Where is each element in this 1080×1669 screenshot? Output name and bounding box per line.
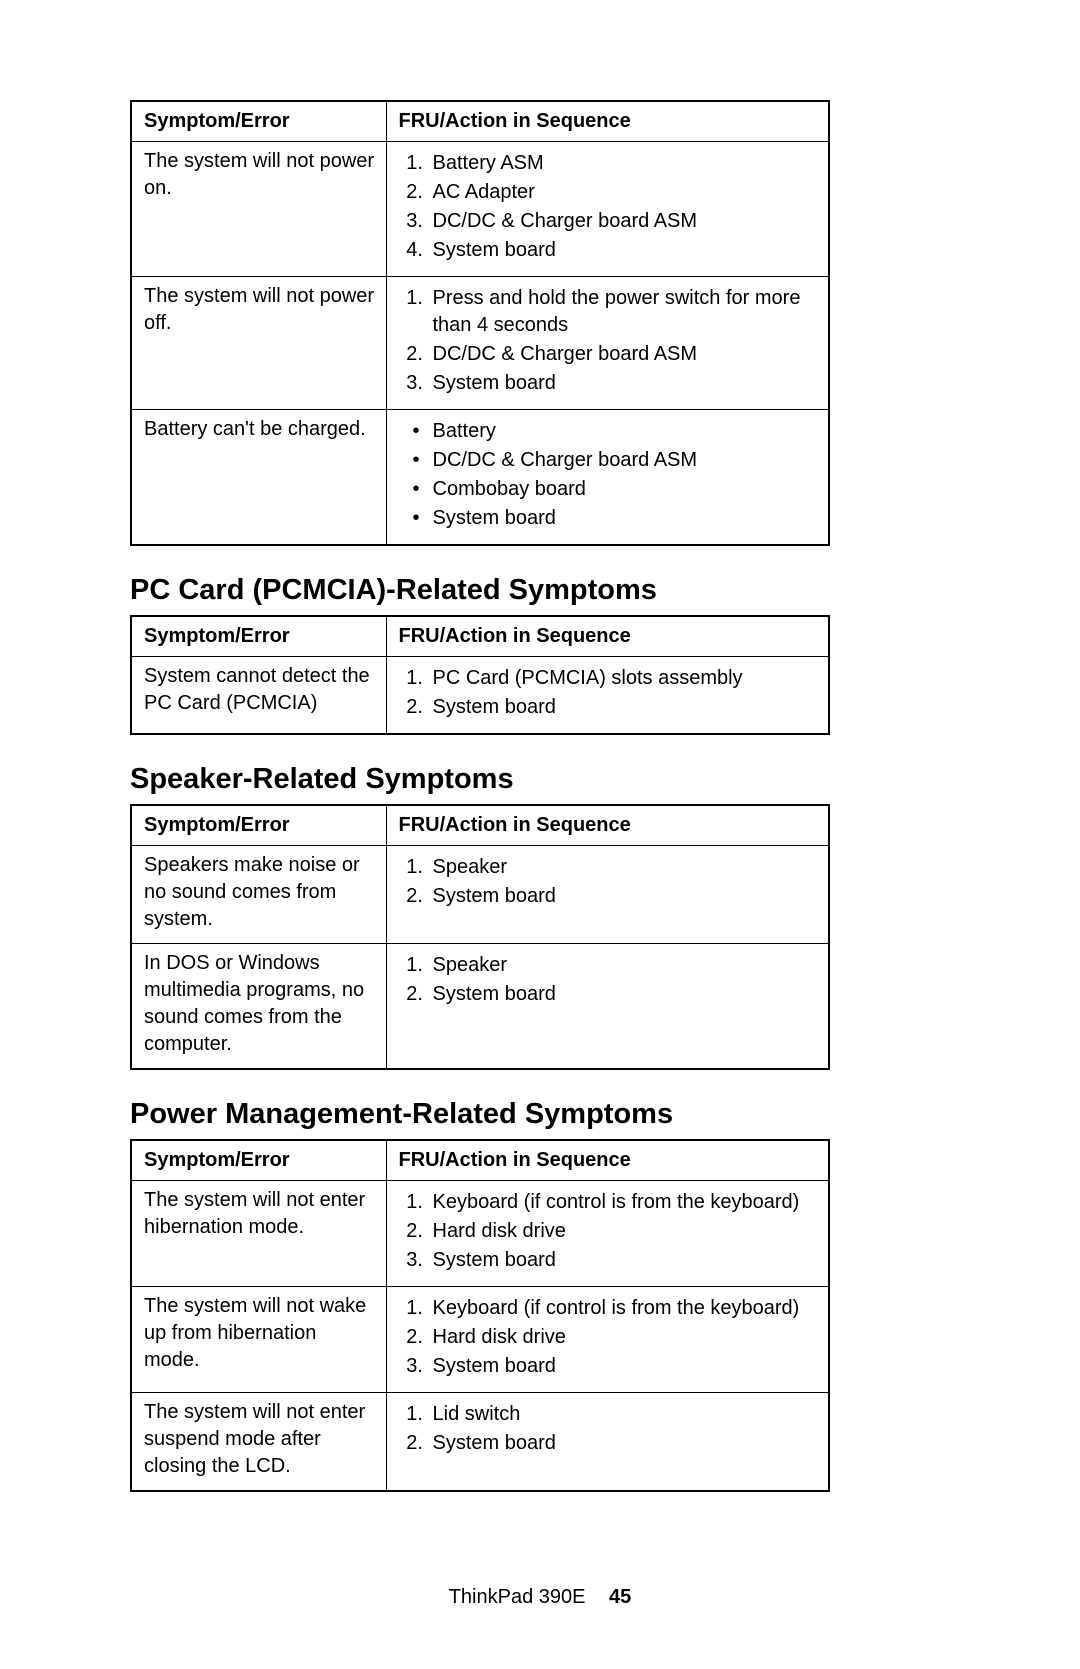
symptom-cell: The system will not enter hibernation mo… xyxy=(131,1181,386,1287)
table-header-action: FRU/Action in Sequence xyxy=(386,616,829,657)
action-item: Battery ASM xyxy=(429,150,819,177)
table-header-symptom: Symptom/Error xyxy=(131,805,386,846)
action-item: PC Card (PCMCIA) slots assembly xyxy=(429,665,819,692)
action-item: AC Adapter xyxy=(429,179,819,206)
footer-model: ThinkPad 390E xyxy=(449,1586,586,1608)
action-ordered-list: SpeakerSystem board xyxy=(399,854,819,910)
action-item: DC/DC & Charger board ASM xyxy=(429,208,819,235)
action-ordered-list: Keyboard (if control is from the keyboar… xyxy=(399,1295,819,1380)
action-cell: PC Card (PCMCIA) slots assemblySystem bo… xyxy=(386,657,829,735)
symptom-table: Symptom/ErrorFRU/Action in SequenceSyste… xyxy=(130,615,830,735)
table-row: The system will not wake up from hiberna… xyxy=(131,1287,829,1393)
table-header-symptom: Symptom/Error xyxy=(131,616,386,657)
symptom-table: Symptom/ErrorFRU/Action in SequenceThe s… xyxy=(130,1139,830,1492)
action-ordered-list: Battery ASMAC AdapterDC/DC & Charger boa… xyxy=(399,150,819,264)
table-row: System cannot detect the PC Card (PCMCIA… xyxy=(131,657,829,735)
symptom-table: Symptom/ErrorFRU/Action in SequenceSpeak… xyxy=(130,804,830,1070)
action-item: Hard disk drive xyxy=(429,1324,819,1351)
action-item: DC/DC & Charger board ASM xyxy=(421,447,819,474)
action-cell: Keyboard (if control is from the keyboar… xyxy=(386,1181,829,1287)
action-cell: BatteryDC/DC & Charger board ASMCombobay… xyxy=(386,410,829,546)
action-cell: SpeakerSystem board xyxy=(386,944,829,1070)
table-row: Battery can't be charged.BatteryDC/DC & … xyxy=(131,410,829,546)
table-header-action: FRU/Action in Sequence xyxy=(386,805,829,846)
symptom-cell: The system will not wake up from hiberna… xyxy=(131,1287,386,1393)
section-heading: Speaker-Related Symptoms xyxy=(130,763,950,796)
symptom-cell: The system will not enter suspend mode a… xyxy=(131,1393,386,1492)
action-item: Keyboard (if control is from the keyboar… xyxy=(429,1189,819,1216)
table-row: The system will not enter hibernation mo… xyxy=(131,1181,829,1287)
symptom-cell: Battery can't be charged. xyxy=(131,410,386,546)
table-header-action: FRU/Action in Sequence xyxy=(386,1140,829,1181)
symptom-cell: In DOS or Windows multimedia programs, n… xyxy=(131,944,386,1070)
action-item: Combobay board xyxy=(421,476,819,503)
action-item: System board xyxy=(429,694,819,721)
action-cell: Keyboard (if control is from the keyboar… xyxy=(386,1287,829,1393)
action-bullet-list: BatteryDC/DC & Charger board ASMCombobay… xyxy=(399,418,819,532)
section-heading: Power Management-Related Symptoms xyxy=(130,1098,950,1131)
action-item: System board xyxy=(421,505,819,532)
table-header-action: FRU/Action in Sequence xyxy=(386,101,829,142)
action-item: Speaker xyxy=(429,854,819,881)
action-item: System board xyxy=(429,237,819,264)
action-item: System board xyxy=(429,1353,819,1380)
table-header-symptom: Symptom/Error xyxy=(131,101,386,142)
action-item: Hard disk drive xyxy=(429,1218,819,1245)
action-cell: Battery ASMAC AdapterDC/DC & Charger boa… xyxy=(386,142,829,277)
action-item: Lid switch xyxy=(429,1401,819,1428)
action-ordered-list: Press and hold the power switch for more… xyxy=(399,285,819,397)
page-content: Symptom/ErrorFRU/Action in SequenceThe s… xyxy=(0,0,1080,1492)
action-ordered-list: Keyboard (if control is from the keyboar… xyxy=(399,1189,819,1274)
action-cell: SpeakerSystem board xyxy=(386,846,829,944)
action-item: Keyboard (if control is from the keyboar… xyxy=(429,1295,819,1322)
symptom-cell: System cannot detect the PC Card (PCMCIA… xyxy=(131,657,386,735)
action-ordered-list: Lid switchSystem board xyxy=(399,1401,819,1457)
symptom-cell: The system will not power off. xyxy=(131,277,386,410)
symptom-cell: Speakers make noise or no sound comes fr… xyxy=(131,846,386,944)
action-item: Speaker xyxy=(429,952,819,979)
section-heading: PC Card (PCMCIA)-Related Symptoms xyxy=(130,574,950,607)
table-row: The system will not power on.Battery ASM… xyxy=(131,142,829,277)
symptom-cell: The system will not power on. xyxy=(131,142,386,277)
action-ordered-list: SpeakerSystem board xyxy=(399,952,819,1008)
action-ordered-list: PC Card (PCMCIA) slots assemblySystem bo… xyxy=(399,665,819,721)
action-item: DC/DC & Charger board ASM xyxy=(429,341,819,368)
action-item: Battery xyxy=(421,418,819,445)
action-item: System board xyxy=(429,981,819,1008)
page-footer: ThinkPad 390E 45 xyxy=(0,1586,1080,1609)
footer-page-number: 45 xyxy=(609,1586,631,1608)
action-cell: Lid switchSystem board xyxy=(386,1393,829,1492)
symptom-table: Symptom/ErrorFRU/Action in SequenceThe s… xyxy=(130,100,830,546)
action-cell: Press and hold the power switch for more… xyxy=(386,277,829,410)
action-item: System board xyxy=(429,883,819,910)
action-item: System board xyxy=(429,1430,819,1457)
action-item: System board xyxy=(429,370,819,397)
table-row: In DOS or Windows multimedia programs, n… xyxy=(131,944,829,1070)
table-header-symptom: Symptom/Error xyxy=(131,1140,386,1181)
action-item: Press and hold the power switch for more… xyxy=(429,285,819,339)
table-row: Speakers make noise or no sound comes fr… xyxy=(131,846,829,944)
action-item: System board xyxy=(429,1247,819,1274)
table-row: The system will not power off. Press and … xyxy=(131,277,829,410)
table-row: The system will not enter suspend mode a… xyxy=(131,1393,829,1492)
